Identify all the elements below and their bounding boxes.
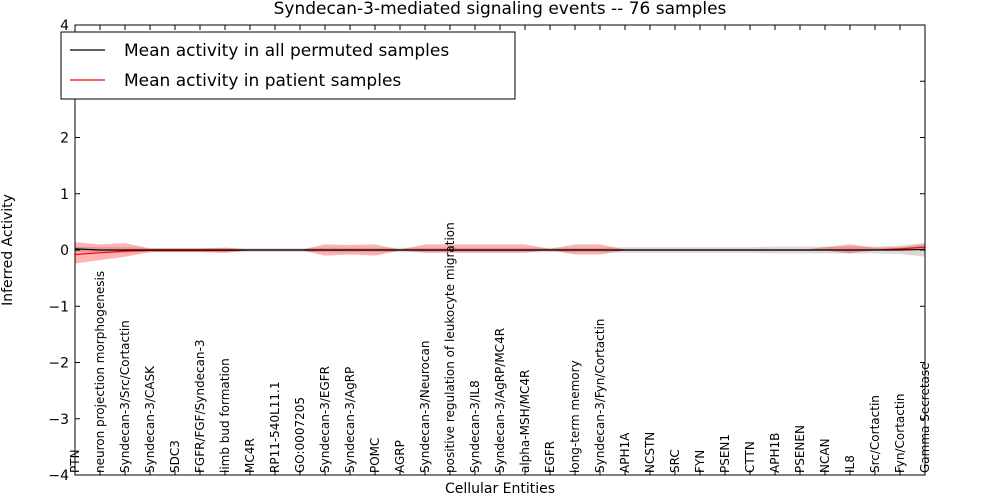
y-axis-label: Inferred Activity xyxy=(0,194,16,306)
x-tick-label: alpha-MSH/MC4R xyxy=(518,370,532,473)
x-tick-label: neuron projection morphogenesis xyxy=(93,271,107,473)
x-tick-label: Syndecan-3/Neurocan xyxy=(418,341,432,473)
legend-label-permuted: Mean activity in all permuted samples xyxy=(124,41,449,61)
y-tick-label: −2 xyxy=(48,356,69,372)
series-line-permuted xyxy=(74,248,926,251)
y-tick-label: 0 xyxy=(60,243,69,259)
x-tick-label: GO:0007205 xyxy=(293,397,307,473)
x-tick-label: FGFR/FGF/Syndecan-3 xyxy=(193,340,207,473)
x-tick-label: Syndecan-3/Fyn/Cortactin xyxy=(593,319,607,473)
legend: Mean activity in all permuted samples Mea… xyxy=(60,31,516,100)
x-tick-label: Syndecan-3/AgRP/MC4R xyxy=(493,328,507,473)
y-tick-label: −4 xyxy=(48,468,69,484)
series-lines xyxy=(74,246,926,256)
x-tick-label: SRC xyxy=(668,449,682,473)
x-axis: PTN neuron projection morphogenesis Syndec… xyxy=(68,25,932,475)
x-tick-label: RP11-540L11.1 xyxy=(268,382,282,473)
x-tick-label: Gamma Secretase xyxy=(918,362,932,473)
x-tick-label: Syndecan-3/AgRP xyxy=(343,367,357,473)
x-tick-label: APH1B xyxy=(768,433,782,473)
x-tick-label: FYN xyxy=(693,450,707,473)
x-tick-label: PSENEN xyxy=(793,425,807,473)
confidence-bands xyxy=(75,242,925,264)
legend-box xyxy=(60,31,516,100)
legend-label-patient: Mean activity in patient samples xyxy=(124,71,401,91)
band-patient xyxy=(75,242,925,264)
x-tick-label: NCAN xyxy=(818,438,832,473)
x-tick-label: Syndecan-3/IL8 xyxy=(468,380,482,473)
y-tick-label: 2 xyxy=(60,131,69,147)
x-tick-label: Syndecan-3/CASK xyxy=(143,365,157,473)
x-tick-label: Src/Cortactin xyxy=(868,395,882,473)
x-tick-label: CTTN xyxy=(743,441,757,473)
y-tick-label: 1 xyxy=(60,187,69,203)
x-tick-label: PSEN1 xyxy=(718,434,732,473)
x-tick-label: AGRP xyxy=(393,440,407,473)
x-axis-label: Cellular Entities xyxy=(445,481,555,497)
y-tick-label: 4 xyxy=(60,18,69,34)
y-tick-label: −3 xyxy=(48,412,69,428)
x-tick-label: APH1A xyxy=(618,432,632,473)
x-tick-label: NCSTN xyxy=(643,432,657,473)
x-tick-label: SDC3 xyxy=(168,440,182,473)
x-tick-label: EGFR xyxy=(543,441,557,473)
y-tick-label: −1 xyxy=(48,299,69,315)
y-axis: −4−3−2−101234 xyxy=(48,18,925,484)
x-tick-label: long-term memory xyxy=(568,360,582,473)
x-tick-label: Fyn/Cortactin xyxy=(893,393,907,473)
chart-title: Syndecan-3-mediated signaling events -- … xyxy=(274,0,727,19)
x-tick-label: MC4R xyxy=(243,438,257,473)
x-tick-label: Syndecan-3/Src/Cortactin xyxy=(118,320,132,473)
x-tick-label: PTN xyxy=(68,449,82,473)
x-tick-label: IL8 xyxy=(843,455,857,473)
x-tick-label: Syndecan-3/EGFR xyxy=(318,366,332,473)
x-tick-label: limb bud formation xyxy=(218,358,232,473)
x-tick-label: positive regulation of leukocyte migrati… xyxy=(443,222,457,473)
x-tick-label: POMC xyxy=(368,438,382,473)
